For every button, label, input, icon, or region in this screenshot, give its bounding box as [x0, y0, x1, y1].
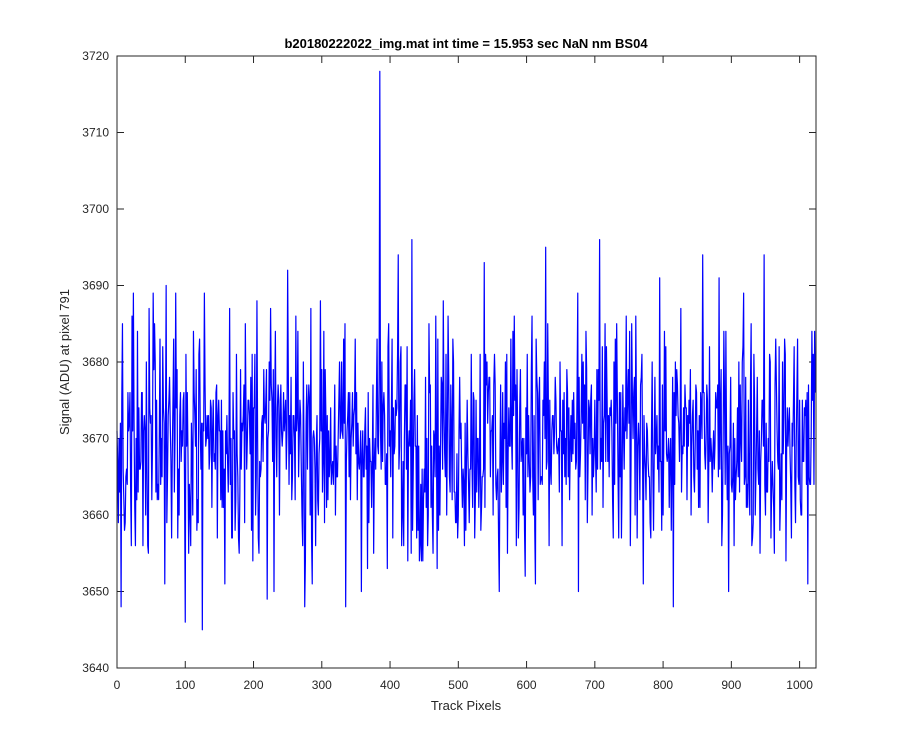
y-tick-label: 3690 — [82, 279, 109, 293]
x-tick-label: 1000 — [786, 678, 813, 692]
y-tick-label: 3700 — [82, 202, 109, 216]
plot-area-background — [117, 56, 816, 668]
y-tick-label: 3680 — [82, 355, 109, 369]
y-axis-ticks: 3640 3650 3660 3670 3680 3690 3700 3710 3720 — [82, 49, 816, 675]
y-tick-label: 3670 — [82, 432, 109, 446]
x-tick-label: 500 — [448, 678, 468, 692]
x-axis-label: Track Pixels — [431, 698, 502, 713]
x-tick-label: 200 — [244, 678, 264, 692]
x-tick-label: 400 — [380, 678, 400, 692]
x-tick-label: 600 — [517, 678, 537, 692]
x-tick-label: 0 — [114, 678, 121, 692]
x-tick-label: 300 — [312, 678, 332, 692]
y-axis-label: Signal (ADU) at pixel 791 — [57, 289, 72, 435]
signal-series-line — [116, 70, 816, 631]
y-tick-label: 3640 — [82, 661, 109, 675]
y-tick-label: 3710 — [82, 126, 109, 140]
y-tick-label: 3650 — [82, 585, 109, 599]
y-tick-label: 3720 — [82, 49, 109, 63]
x-tick-label: 100 — [175, 678, 195, 692]
y-tick-label: 3660 — [82, 508, 109, 522]
x-tick-label: 800 — [653, 678, 673, 692]
chart-title: b20180222022_img.mat int time = 15.953 s… — [284, 36, 648, 51]
plot-area-frame — [116, 55, 817, 669]
series-layer — [116, 70, 816, 631]
x-tick-label: 900 — [721, 678, 741, 692]
x-axis-ticks: 0 100 200 300 400 500 600 700 800 900 1000 — [114, 56, 813, 692]
x-tick-label: 700 — [585, 678, 605, 692]
